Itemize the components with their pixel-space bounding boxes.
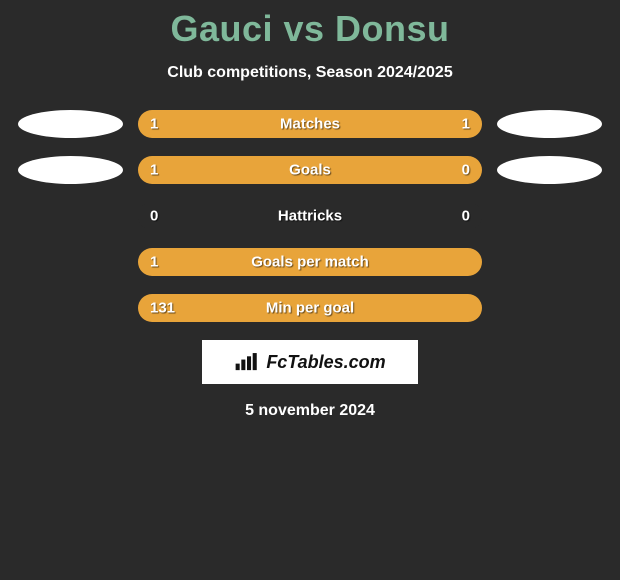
stat-row: 0 0 Hattricks [0,202,620,230]
value-left: 131 [150,300,175,317]
subtitle: Club competitions, Season 2024/2025 [0,64,620,82]
stat-row: 1 1 Matches [0,110,620,138]
team-oval-left [18,110,123,138]
stat-bar: 131 Min per goal [138,294,482,322]
value-left: 1 [150,116,158,133]
stat-bar: 0 0 Hattricks [138,202,482,230]
stat-label: Goals [289,162,331,179]
brand-text: FcTables.com [266,352,385,373]
value-left: 1 [150,162,158,179]
team-oval-left [18,156,123,184]
page-title: Gauci vs Donsu [0,0,620,50]
stat-bar: 1 0 Goals [138,156,482,184]
value-left: 1 [150,254,158,271]
stat-label: Min per goal [266,300,354,317]
stat-label: Matches [280,116,340,133]
value-right: 0 [462,162,470,179]
stat-label: Goals per match [251,254,369,271]
stat-row: 1 Goals per match [0,248,620,276]
date-line: 5 november 2024 [0,402,620,420]
stat-label: Hattricks [278,208,342,225]
comparison-rows: 1 1 Matches 1 0 Goals 0 0 Hattricks 1 Goals per ma… [0,110,620,322]
value-left: 0 [150,208,158,225]
bars-icon [234,351,260,373]
brand-badge: FcTables.com [202,340,418,384]
stat-bar: 1 1 Matches [138,110,482,138]
stat-row: 131 Min per goal [0,294,620,322]
bar-fill-left [138,156,399,184]
team-oval-right [497,156,602,184]
value-right: 1 [462,116,470,133]
team-oval-right [497,110,602,138]
stat-row: 1 0 Goals [0,156,620,184]
value-right: 0 [462,208,470,225]
stat-bar: 1 Goals per match [138,248,482,276]
